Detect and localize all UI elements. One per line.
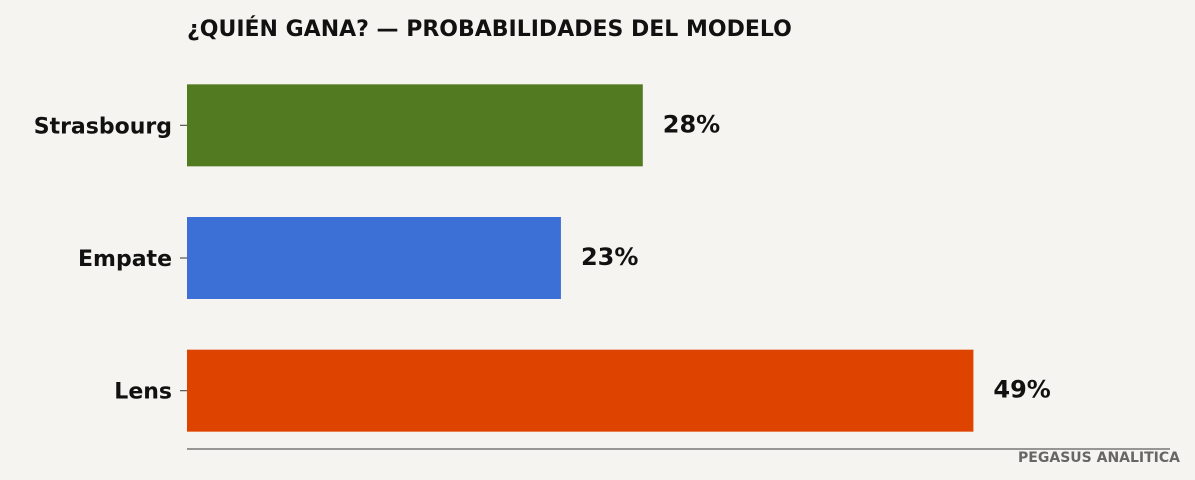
y-tick-label: Empate (78, 247, 172, 272)
y-tick-label: Strasbourg (34, 114, 172, 139)
bar (187, 349, 974, 432)
chart-title: ¿QUIÉN GANA? — PROBABILIDADES DEL MODELO (187, 16, 792, 42)
value-label: 28% (663, 110, 720, 138)
bar (187, 84, 643, 167)
value-label: 23% (581, 243, 638, 271)
y-tick-label: Lens (114, 380, 172, 405)
bar (187, 217, 561, 299)
footer: PEGASUS ANALITICA (1018, 450, 1180, 466)
value-label: 49% (993, 376, 1050, 404)
